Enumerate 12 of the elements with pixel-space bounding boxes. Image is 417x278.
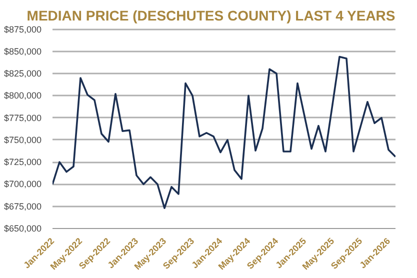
y-tick-label: $700,000	[4, 179, 42, 190]
y-tick-label: $725,000	[4, 157, 42, 168]
y-tick-label: $650,000	[4, 224, 42, 234]
y-tick-label: $875,000	[4, 24, 42, 34]
line-series	[52, 56, 396, 210]
y-tick-label: $825,000	[4, 68, 42, 79]
chart-title: MEDIAN PRICE (DESCHUTES COUNTY) LAST 4 YEARS	[26, 8, 396, 24]
y-tick-label: $800,000	[4, 90, 42, 101]
y-tick-label: $775,000	[4, 112, 42, 123]
y-tick-label: $850,000	[4, 46, 42, 56]
y-tick-label: $675,000	[4, 201, 42, 212]
y-tick-label: $750,000	[4, 134, 42, 145]
